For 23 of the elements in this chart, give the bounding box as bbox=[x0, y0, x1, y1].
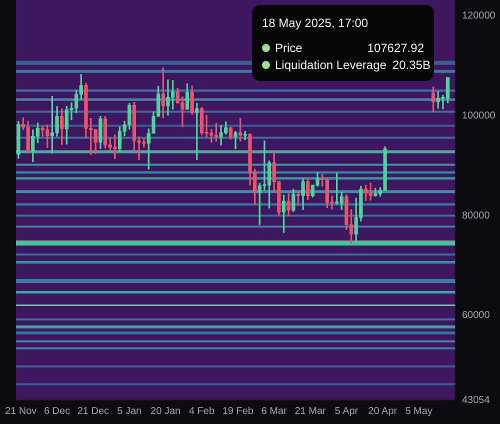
x-tick-label: 6 Dec bbox=[44, 406, 70, 417]
x-tick-label: 4 Feb bbox=[188, 406, 215, 417]
annotation: 18 May 2025, 17:00 bbox=[262, 15, 370, 32]
candlestick bbox=[234, 130, 238, 150]
x-tick-label: 6 Mar bbox=[261, 406, 288, 417]
x-tick-label: 21 Nov bbox=[5, 406, 37, 417]
y-tick-label: 60000 bbox=[462, 310, 490, 322]
x-tick-label: 20 Jan bbox=[150, 406, 181, 417]
x-tick-label: 5 Apr bbox=[334, 406, 359, 417]
y-tick-label: 43054 bbox=[462, 394, 490, 406]
y-tick-label: 80000 bbox=[462, 210, 490, 222]
x-tick-label: 21 Mar bbox=[294, 406, 327, 417]
x-tick-label: 20 Apr bbox=[368, 406, 398, 417]
x-tick-label: 19 Feb bbox=[222, 406, 254, 417]
annotation: Price bbox=[275, 40, 304, 54]
x-tick-label: 21 Dec bbox=[77, 406, 110, 417]
x-tick-label: 5 Jan bbox=[117, 406, 142, 417]
y-tick-label: 120000 bbox=[462, 10, 496, 22]
annotation: Liquidation Leverage bbox=[275, 58, 386, 72]
annotation: 107627.92 bbox=[367, 40, 424, 54]
y-tick-label: 100000 bbox=[462, 110, 496, 122]
x-tick-label: 5 May bbox=[405, 406, 432, 417]
annotation: 20.35B bbox=[392, 58, 430, 72]
